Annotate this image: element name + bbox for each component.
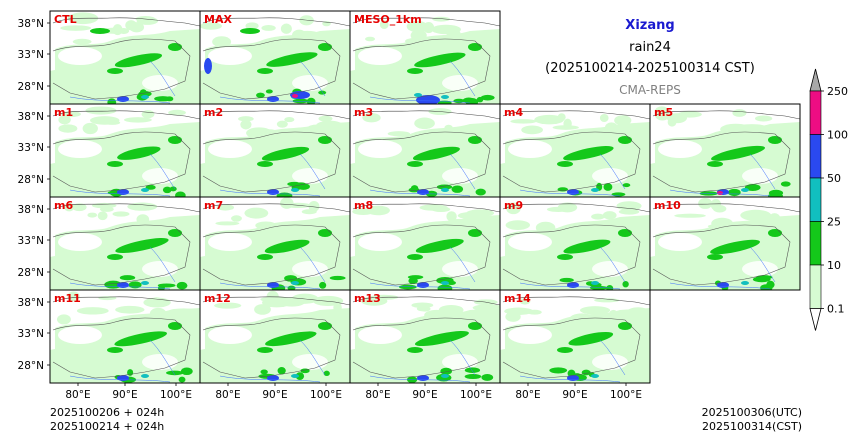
colorbar-segment [809,134,822,179]
lat-tick-label: 33°N [18,328,44,340]
lon-tick-label: 90°E [262,389,287,401]
period-title: (2025100214-2025100314 CST) [545,61,755,76]
map-panel-m2: m2 [199,103,351,198]
lat-tick-label: 28°N [18,360,44,372]
lon-tick-label: 100°E [610,389,642,401]
region-title: Xizang [625,18,675,33]
panel-label: m1 [54,106,73,119]
colorbar-level-label: 100 [827,129,848,142]
map-panel-m4: m4 [499,103,651,198]
lat-tick-label: 28°N [18,81,44,93]
panel-label: m2 [204,106,223,119]
colorbar: 0.1 10 25 50 100 250 [809,68,848,331]
map-panel-m8: m8 [349,196,501,291]
lat-tick-label: 28°N [18,267,44,279]
panel-label: m6 [54,199,73,212]
lon-tick-label: 100°E [310,389,342,401]
lat-tick-label: 38°N [18,204,44,216]
colorbar-level-label: 10 [827,259,841,272]
map-panel-m10: m10 [649,196,801,291]
map-panel-MESO_1km: MESO_1km [349,10,501,105]
map-panel-m1: m1 [49,103,201,198]
lon-tick-label: 90°E [412,389,437,401]
lon-tick-label: 90°E [112,389,137,401]
colorbar-extend-min [809,308,822,331]
panel-label: m12 [204,292,231,305]
init-time-cst: 2025100214 + 024h [50,420,165,433]
panel-label: m4 [504,106,523,119]
lon-tick-label: 80°E [215,389,240,401]
map-panel-m3: m3 [349,103,501,198]
colorbar-level-label: 50 [827,172,841,185]
panel-label: m5 [654,106,673,119]
colorbar-segment [809,264,822,309]
map-panel-m9: m9 [499,196,651,291]
colorbar-level-label: 0.1 [827,303,845,316]
panel-label: m3 [354,106,373,119]
colorbar-level-label: 25 [827,216,841,229]
colorbar-level-label: 250 [827,85,848,98]
lon-tick-label: 80°E [515,389,540,401]
panel-label: m10 [654,199,681,212]
map-panel-m6: m6 [49,196,201,291]
source-label: CMA-REPS [619,83,681,97]
valid-time-cst: 2025100314(CST) [702,420,802,433]
valid-time-utc: 2025100306(UTC) [701,406,802,419]
variable-title: rain24 [629,40,671,55]
lat-tick-label: 38°N [18,297,44,309]
colorbar-segment [809,90,822,135]
panel-label: m13 [354,292,381,305]
map-panel-m14: m14 [499,289,651,384]
panel-label: m9 [504,199,523,212]
lat-tick-label: 38°N [18,111,44,123]
colorbar-segment [809,221,822,266]
map-panel-m12: m12 [199,289,351,384]
lon-tick-label: 90°E [562,389,587,401]
lat-tick-label: 33°N [18,235,44,247]
panel-label: m14 [504,292,531,305]
colorbar-extend-max [809,68,822,92]
lon-tick-label: 80°E [65,389,90,401]
map-panel-m13: m13 [349,289,501,384]
panel-label: CTL [54,13,77,26]
panel-label: m8 [354,199,373,212]
map-panel-CTL: CTL [49,10,201,105]
lon-tick-label: 80°E [365,389,390,401]
panel-label: MAX [204,13,232,26]
lat-tick-label: 28°N [18,174,44,186]
panel-label: m7 [204,199,223,212]
panel-label: MESO_1km [354,13,422,26]
lon-tick-label: 100°E [160,389,192,401]
panel-label: m11 [54,292,81,305]
colorbar-segment [809,177,822,222]
map-panel-MAX: MAX [199,10,351,105]
map-panel-m5: m5 [649,103,801,198]
lon-tick-label: 100°E [460,389,492,401]
init-time-utc: 2025100206 + 024h [50,406,165,419]
lat-tick-label: 38°N [18,18,44,30]
map-panel-m11: m11 [49,289,201,384]
lat-tick-label: 33°N [18,142,44,154]
lat-tick-label: 33°N [18,49,44,61]
map-panel-m7: m7 [199,196,351,291]
